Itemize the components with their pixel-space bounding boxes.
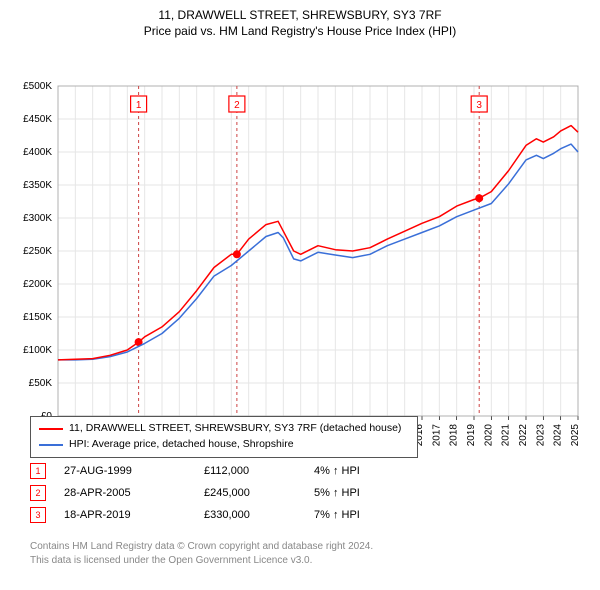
svg-text:£500K: £500K	[23, 81, 52, 92]
event-marker-1: 1	[30, 463, 46, 479]
svg-text:£150K: £150K	[23, 312, 52, 323]
event-price: £245,000	[204, 487, 314, 499]
svg-text:£350K: £350K	[23, 180, 52, 191]
data-attribution-footer: Contains HM Land Registry data © Crown c…	[30, 540, 373, 567]
svg-text:2018: 2018	[449, 424, 460, 447]
svg-text:2: 2	[234, 100, 240, 111]
chart-title-subtitle: Price paid vs. HM Land Registry's House …	[0, 22, 600, 38]
svg-text:£50K: £50K	[29, 378, 53, 389]
svg-text:2023: 2023	[535, 424, 546, 447]
legend-swatch	[39, 428, 63, 430]
legend-label: 11, DRAWWELL STREET, SHREWSBURY, SY3 7RF…	[69, 421, 401, 437]
attribution-line-1: Contains HM Land Registry data © Crown c…	[30, 540, 373, 554]
svg-text:2019: 2019	[466, 424, 477, 447]
price-chart: £0£50K£100K£150K£200K£250K£300K£350K£400…	[0, 38, 600, 448]
legend-label: HPI: Average price, detached house, Shro…	[69, 437, 294, 453]
event-hpi-delta: 4% ↑ HPI	[314, 465, 414, 477]
sale-event-row: 2 28-APR-2005£245,0005% ↑ HPI	[30, 482, 414, 504]
svg-text:£100K: £100K	[23, 345, 52, 356]
event-marker-3: 3	[30, 507, 46, 523]
event-date: 27-AUG-1999	[64, 465, 204, 477]
event-price: £112,000	[204, 465, 314, 477]
event-date: 18-APR-2019	[64, 509, 204, 521]
svg-text:£300K: £300K	[23, 213, 52, 224]
svg-text:1: 1	[136, 100, 142, 111]
svg-text:2017: 2017	[431, 424, 442, 447]
svg-text:3: 3	[476, 100, 482, 111]
svg-text:£400K: £400K	[23, 147, 52, 158]
event-hpi-delta: 5% ↑ HPI	[314, 487, 414, 499]
sale-events-table: 1 27-AUG-1999£112,0004% ↑ HPI 2 28-APR-2005…	[30, 460, 414, 526]
svg-text:£200K: £200K	[23, 279, 52, 290]
legend-row-property: 11, DRAWWELL STREET, SHREWSBURY, SY3 7RF…	[39, 421, 409, 437]
event-hpi-delta: 7% ↑ HPI	[314, 509, 414, 521]
event-price: £330,000	[204, 509, 314, 521]
sale-event-row: 3 18-APR-2019£330,0007% ↑ HPI	[30, 504, 414, 526]
svg-text:£450K: £450K	[23, 114, 52, 125]
chart-legend: 11, DRAWWELL STREET, SHREWSBURY, SY3 7RF…	[30, 416, 418, 458]
event-date: 28-APR-2005	[64, 487, 204, 499]
svg-text:2020: 2020	[483, 424, 494, 447]
svg-text:2021: 2021	[501, 424, 512, 447]
svg-text:2022: 2022	[518, 424, 529, 447]
sale-event-row: 1 27-AUG-1999£112,0004% ↑ HPI	[30, 460, 414, 482]
event-marker-2: 2	[30, 485, 46, 501]
legend-swatch	[39, 444, 63, 446]
svg-text:£250K: £250K	[23, 246, 52, 257]
svg-text:2024: 2024	[553, 424, 564, 447]
chart-title-address: 11, DRAWWELL STREET, SHREWSBURY, SY3 7RF	[0, 0, 600, 22]
legend-row-hpi: HPI: Average price, detached house, Shro…	[39, 437, 409, 453]
attribution-line-2: This data is licensed under the Open Gov…	[30, 554, 373, 568]
svg-text:2025: 2025	[570, 424, 581, 447]
